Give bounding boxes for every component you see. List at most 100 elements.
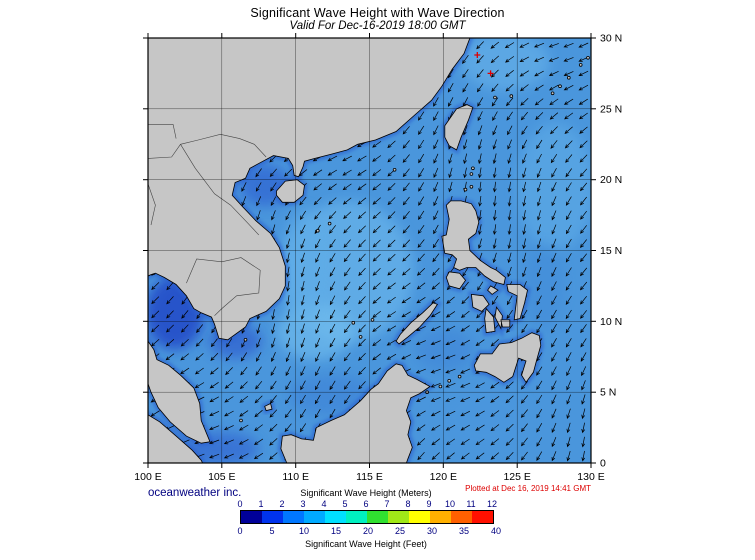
island-dot bbox=[509, 94, 514, 98]
meter-tick-label: 0 bbox=[237, 499, 243, 509]
island-dot bbox=[351, 320, 356, 325]
island-dot bbox=[392, 168, 397, 172]
meter-tick-label: 8 bbox=[405, 499, 411, 509]
colorbar-cell bbox=[409, 511, 430, 523]
lon-tick-label: 110 E bbox=[282, 471, 309, 483]
colorbar-cell bbox=[241, 511, 262, 523]
meter-tick-label: 12 bbox=[486, 499, 497, 509]
colorbar-cell bbox=[367, 511, 388, 523]
land-natuna bbox=[264, 402, 273, 412]
island-dot bbox=[438, 384, 443, 389]
colorbar-cell bbox=[304, 511, 325, 523]
feet-tick-label: 25 bbox=[395, 526, 406, 536]
lat-tick-label: 0 bbox=[600, 458, 606, 470]
colorbar-meter-labels: 0 1 2 3 4 5 6 7 8 9 10 11 12 bbox=[0, 499, 755, 510]
country-border bbox=[180, 144, 260, 236]
lat-tick-label: 30 N bbox=[600, 33, 622, 45]
chart-title: Significant Wave Height with Wave Direct… bbox=[250, 6, 505, 20]
island-dot bbox=[493, 95, 497, 100]
land-hainan bbox=[276, 179, 305, 203]
land-mindoro bbox=[445, 271, 467, 290]
colorbar-cell bbox=[262, 511, 283, 523]
meter-tick-label: 3 bbox=[300, 499, 306, 509]
wave-height-shade bbox=[523, 243, 565, 329]
credit-text: oceanweather inc. bbox=[148, 487, 242, 499]
lon-tick-label: 125 E bbox=[503, 471, 530, 483]
wave-height-shade bbox=[461, 38, 550, 91]
land-panay bbox=[470, 293, 490, 312]
island-dot bbox=[471, 166, 475, 171]
colorbar-cell bbox=[430, 511, 451, 523]
meter-tick-label: 10 bbox=[444, 499, 455, 509]
land-palawan bbox=[395, 302, 439, 345]
country-border bbox=[148, 133, 267, 159]
country-border bbox=[148, 183, 156, 226]
island-dot bbox=[463, 187, 468, 192]
wave-height-shade bbox=[415, 328, 475, 372]
country-border bbox=[148, 124, 177, 139]
colorbar-cell bbox=[283, 511, 304, 523]
lat-tick-label: 15 N bbox=[600, 245, 622, 257]
meter-tick-label: 9 bbox=[426, 499, 432, 509]
lat-tick-label: 20 N bbox=[600, 174, 622, 186]
land-cebu bbox=[494, 306, 503, 330]
island-dot bbox=[469, 172, 474, 176]
meter-tick-label: 6 bbox=[363, 499, 369, 509]
country-border bbox=[186, 257, 261, 316]
lat-tick-label: 25 N bbox=[600, 103, 622, 115]
colorbar-cell bbox=[346, 511, 367, 523]
island-dot bbox=[447, 378, 452, 383]
lon-tick-label: 115 E bbox=[356, 471, 383, 483]
meter-tick-label: 5 bbox=[342, 499, 348, 509]
land-sumatra bbox=[148, 414, 204, 463]
lon-tick-label: 105 E bbox=[208, 471, 235, 483]
plotted-timestamp: Plotted at Dec 16, 2019 14:41 GMT bbox=[465, 484, 591, 493]
feet-tick-label: 30 bbox=[427, 526, 438, 536]
chart-subtitle: Valid For Dec-16-2019 18:00 GMT bbox=[289, 20, 466, 32]
meter-tick-label: 4 bbox=[321, 499, 327, 509]
island-dot bbox=[586, 55, 590, 60]
meter-tick-label: 2 bbox=[279, 499, 285, 509]
land-borneo bbox=[280, 363, 431, 463]
feet-tick-label: 40 bbox=[491, 526, 502, 536]
lon-tick-label: 130 E bbox=[577, 471, 604, 483]
red-plot-marker bbox=[487, 70, 494, 77]
land-masbate bbox=[487, 285, 499, 295]
feet-tick-label: 15 bbox=[330, 526, 341, 536]
colorbar-cell bbox=[388, 511, 409, 523]
wave-height-map: 100 E 105 E 110 E 115 E 120 E 125 E 130 E0 5 N 1… bbox=[134, 33, 622, 484]
meter-tick-label: 7 bbox=[384, 499, 390, 509]
colorbar-title-feet: Significant Wave Height (Feet) bbox=[305, 539, 427, 549]
island-dot bbox=[370, 318, 375, 322]
island-dot bbox=[316, 228, 320, 233]
island-dot bbox=[243, 337, 248, 342]
lat-tick-label: 10 N bbox=[600, 316, 622, 328]
feet-tick-label: 10 bbox=[298, 526, 309, 536]
colorbar-feet-labels: 0 5 10 15 20 25 30 35 40 bbox=[0, 526, 755, 537]
island-dot bbox=[327, 221, 332, 226]
land-negros bbox=[484, 307, 496, 334]
colorbar-cell bbox=[451, 511, 472, 523]
land-mainland-asia bbox=[148, 38, 471, 341]
land-mindanao bbox=[473, 332, 542, 384]
island-dot bbox=[558, 84, 562, 88]
island-dot bbox=[566, 75, 571, 80]
colorbar-cell bbox=[472, 511, 493, 523]
land-luzon bbox=[441, 200, 506, 285]
lon-tick-label: 100 E bbox=[134, 471, 161, 483]
meter-tick-label: 1 bbox=[258, 499, 264, 509]
feet-tick-label: 5 bbox=[269, 526, 275, 536]
island-dot bbox=[469, 185, 474, 189]
lat-tick-label: 5 N bbox=[600, 387, 616, 399]
colorbar-title-meters: Significant Wave Height (Meters) bbox=[300, 488, 432, 498]
red-plot-marker bbox=[474, 52, 481, 58]
island-dot bbox=[239, 418, 243, 423]
land-bohol bbox=[500, 319, 511, 328]
island-dot bbox=[457, 374, 462, 379]
map-frame bbox=[147, 37, 592, 464]
colorbar bbox=[240, 510, 494, 524]
feet-tick-label: 0 bbox=[237, 526, 243, 536]
feet-tick-label: 20 bbox=[363, 526, 374, 536]
land-taiwan bbox=[444, 104, 474, 151]
